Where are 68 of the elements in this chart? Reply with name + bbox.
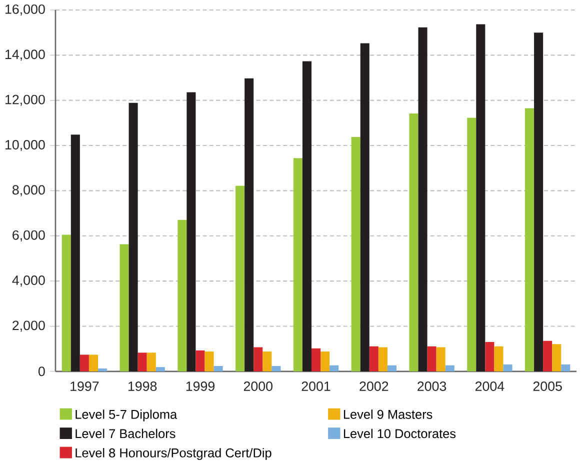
bar bbox=[503, 364, 512, 372]
bar bbox=[552, 344, 562, 372]
bar bbox=[387, 365, 396, 372]
y-tick-label: 10,000 bbox=[5, 140, 45, 152]
bar bbox=[524, 108, 534, 372]
y-tick-label: 12,000 bbox=[5, 94, 45, 106]
legend-label: Level 10 Doctorates bbox=[344, 428, 456, 438]
bar bbox=[178, 220, 187, 372]
x-tick-label: 2005 bbox=[533, 382, 562, 392]
bar bbox=[320, 352, 330, 372]
bar bbox=[62, 234, 71, 372]
y-tick-label: 8,000 bbox=[12, 185, 45, 196]
bar bbox=[128, 103, 138, 372]
x-tick-label: 2001 bbox=[302, 382, 330, 392]
bar bbox=[534, 32, 544, 372]
x-tick-label: 2004 bbox=[475, 382, 504, 392]
bar bbox=[204, 352, 214, 372]
bar bbox=[351, 137, 360, 372]
bar bbox=[138, 352, 147, 372]
legend-label: Level 8 Honours/Postgrad Cert/Dip bbox=[76, 448, 272, 460]
bar bbox=[80, 354, 89, 372]
y-tick-label: 4,000 bbox=[12, 276, 45, 287]
bar bbox=[236, 186, 245, 372]
bar bbox=[330, 365, 339, 372]
y-tick-label: 0 bbox=[38, 366, 45, 376]
y-tick-label: 2,000 bbox=[12, 320, 45, 332]
bar bbox=[561, 364, 570, 372]
bar bbox=[476, 24, 486, 372]
bar bbox=[427, 346, 436, 372]
bar bbox=[302, 61, 312, 372]
y-tick-label: 16,000 bbox=[5, 4, 45, 16]
bar bbox=[98, 368, 108, 372]
y-tick-label: 14,000 bbox=[5, 50, 45, 61]
bar bbox=[311, 348, 321, 372]
bar bbox=[254, 347, 263, 372]
bar bbox=[293, 158, 302, 372]
x-tick-label: 2002 bbox=[360, 382, 388, 392]
legend-label: Level 7 Bachelors bbox=[76, 428, 176, 438]
bar bbox=[494, 346, 504, 372]
bar bbox=[360, 43, 370, 372]
bar bbox=[378, 347, 388, 372]
x-tick-label: 1998 bbox=[128, 382, 157, 392]
x-tick-label: 2000 bbox=[244, 382, 272, 392]
x-tick-label: 1997 bbox=[70, 382, 99, 392]
bar bbox=[262, 352, 272, 372]
bar bbox=[196, 350, 205, 372]
bar bbox=[445, 365, 454, 372]
x-tick-label: 1999 bbox=[186, 382, 214, 392]
bar bbox=[88, 354, 98, 372]
bar bbox=[436, 347, 446, 372]
bar bbox=[272, 366, 281, 372]
bar bbox=[244, 78, 254, 372]
bar bbox=[146, 352, 156, 372]
bar bbox=[120, 244, 129, 372]
legend-label: Level 9 Masters bbox=[344, 410, 432, 420]
bar bbox=[418, 28, 428, 372]
bar bbox=[485, 342, 494, 372]
y-tick-label: 6,000 bbox=[12, 230, 45, 242]
bar bbox=[214, 366, 223, 372]
legend-label: Level 5-7 Diploma bbox=[76, 410, 178, 422]
bar bbox=[409, 114, 418, 372]
bar bbox=[467, 118, 476, 372]
bar bbox=[186, 92, 196, 372]
bar bbox=[156, 367, 165, 372]
bar bbox=[369, 346, 378, 372]
bar bbox=[70, 134, 80, 372]
bar bbox=[543, 341, 552, 372]
x-tick-label: 2003 bbox=[418, 382, 446, 392]
